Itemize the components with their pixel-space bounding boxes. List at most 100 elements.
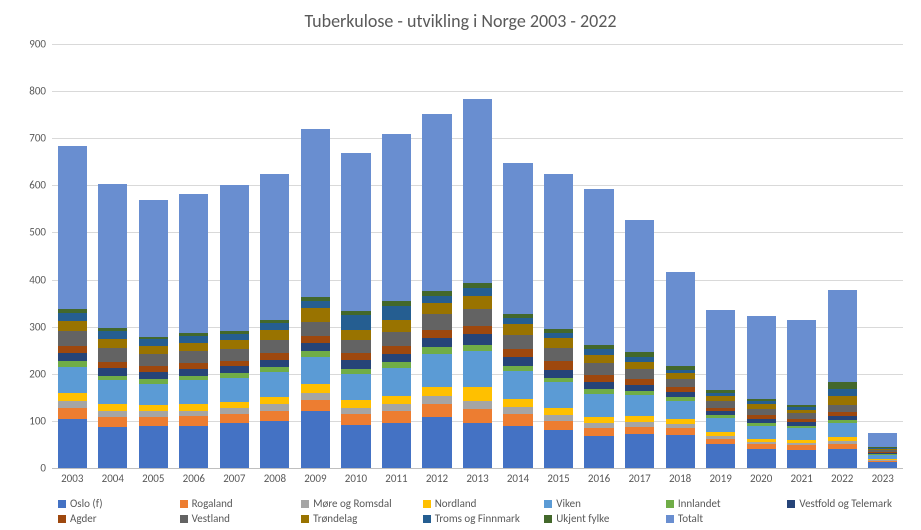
bar-segment (422, 296, 451, 303)
bar-segment (58, 401, 87, 408)
bar-segment (98, 411, 127, 417)
bar-segment (220, 340, 249, 348)
bar-segment (179, 336, 208, 343)
bar-segment (260, 367, 289, 372)
bar-segment (868, 453, 897, 454)
bar-segment (747, 316, 776, 398)
y-tick-label: 200 (29, 367, 46, 380)
bar-column (787, 44, 816, 468)
bar-segment (706, 418, 735, 432)
legend-label: Agder (70, 512, 97, 525)
legend-label: Oslo (f) (70, 497, 103, 510)
bar-segment (868, 455, 897, 459)
bar-segment (382, 332, 411, 346)
legend-item: Troms og Finnmark (417, 511, 539, 526)
bar-column (666, 44, 695, 468)
bar-segment (422, 417, 451, 468)
bar-segment (584, 345, 613, 350)
bar-column (828, 44, 857, 468)
bar-segment (422, 330, 451, 338)
legend-item: Ukjent fylke (538, 511, 660, 526)
bar-segment (625, 379, 654, 385)
bar-segment (301, 322, 330, 336)
bar-segment (503, 318, 532, 325)
bar-segment (260, 320, 289, 324)
bar-segment (584, 355, 613, 363)
bar-segment (868, 447, 897, 448)
bar-segment (706, 415, 735, 418)
bar-segment (139, 346, 168, 354)
legend-swatch (58, 515, 66, 523)
bar-segment (463, 288, 492, 296)
bar-segment (666, 366, 695, 370)
bar-segment (584, 189, 613, 344)
x-tick-label: 2017 (628, 472, 650, 485)
bar-segment (868, 452, 897, 453)
bar-segment (706, 393, 735, 396)
bar-segment (341, 425, 370, 468)
bar-segment (179, 369, 208, 376)
x-tick-label: 2013 (466, 472, 488, 485)
bar-segment (382, 404, 411, 411)
bar-segment (544, 174, 573, 329)
bar-segment (544, 430, 573, 468)
bar-segment (220, 414, 249, 423)
bar-segment (544, 415, 573, 421)
legend-item: Totalt (660, 511, 782, 526)
bar-segment (382, 301, 411, 306)
y-tick-label: 800 (29, 85, 46, 98)
x-tick-label: 2022 (831, 472, 853, 485)
bar-segment (666, 373, 695, 379)
bar-column (301, 44, 330, 468)
bar-segment (139, 417, 168, 425)
bar-segment (58, 146, 87, 309)
legend-label: Totalt (678, 512, 703, 525)
bar-segment (503, 357, 532, 365)
bar-segment (747, 399, 776, 401)
bar-segment (58, 361, 87, 367)
bar-segment (382, 134, 411, 301)
legend-item: Vestfold og Telemark (781, 496, 903, 511)
bar-segment (787, 320, 816, 405)
bar-segment (58, 346, 87, 353)
bar-segment (463, 387, 492, 401)
bar-segment (179, 333, 208, 336)
bar-segment (706, 401, 735, 408)
x-tick-label: 2015 (547, 472, 569, 485)
bar-segment (179, 404, 208, 411)
bar-segment (747, 449, 776, 468)
legend-label: Rogaland (192, 497, 233, 510)
legend-label: Møre og Romsdal (313, 497, 392, 510)
bar-segment (58, 331, 87, 345)
bar-segment (544, 421, 573, 430)
bar-segment (706, 436, 735, 439)
bar-segment (341, 408, 370, 415)
bar-segment (584, 436, 613, 468)
bar-segment (260, 404, 289, 411)
x-tick-label: 2023 (872, 472, 894, 485)
bar-segment (747, 426, 776, 439)
bar-segment (341, 153, 370, 311)
bar-segment (58, 393, 87, 401)
bar-segment (503, 335, 532, 349)
bar-segment (828, 441, 857, 444)
bar-segment (341, 414, 370, 424)
bar-segment (828, 382, 857, 389)
x-tick-label: 2021 (791, 472, 813, 485)
legend-label: Nordland (435, 497, 477, 510)
legend-item: Vestland (174, 511, 296, 526)
y-tick-label: 700 (29, 132, 46, 145)
legend-label: Vestland (192, 512, 230, 525)
bar-segment (666, 272, 695, 366)
bar-segment (828, 405, 857, 412)
bar-segment (625, 427, 654, 435)
bar-segment (828, 412, 857, 416)
bar-segment (220, 349, 249, 361)
bar-segment (301, 301, 330, 308)
bar-segment (341, 353, 370, 360)
bar-column (503, 44, 532, 468)
bar-segment (625, 385, 654, 391)
bar-column (341, 44, 370, 468)
y-tick-label: 400 (29, 273, 46, 286)
bar-segment (341, 340, 370, 353)
